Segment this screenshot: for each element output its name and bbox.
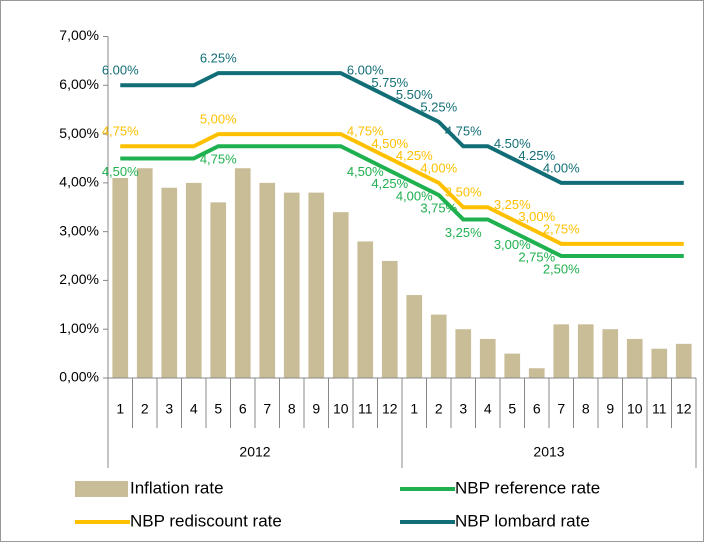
group-label: 2013 — [533, 444, 564, 460]
x-tick-label: 4 — [484, 401, 492, 417]
x-tick-label: 2 — [435, 401, 443, 417]
y-tick-label: 7,00% — [59, 27, 99, 43]
data-label: 3,50% — [445, 185, 482, 200]
x-tick-label: 5 — [214, 401, 222, 417]
bar — [112, 177, 129, 378]
data-label: 6.00% — [347, 63, 384, 78]
bar — [406, 295, 423, 378]
x-tick-label: 9 — [606, 401, 614, 417]
data-label: 3,00% — [518, 209, 555, 224]
data-label: 4,50% — [371, 136, 408, 151]
rate-line — [120, 144, 684, 259]
data-label: 4,50% — [102, 164, 139, 179]
data-label: 4,50% — [347, 164, 384, 179]
bar — [553, 324, 570, 378]
bar — [602, 329, 619, 378]
group-label: 2012 — [239, 444, 270, 460]
bar — [308, 192, 325, 378]
bar — [161, 187, 178, 378]
bar — [651, 348, 668, 378]
bar — [504, 353, 521, 378]
x-tick-label: 12 — [676, 401, 692, 417]
data-label: 4,25% — [371, 176, 408, 191]
y-tick-label: 6,00% — [59, 76, 99, 92]
data-label: 5.50% — [396, 87, 433, 102]
data-label: 4,00% — [396, 188, 433, 203]
x-tick-label: 2 — [141, 401, 149, 417]
data-label: 3,75% — [420, 200, 457, 215]
bar — [675, 343, 692, 378]
data-label: 4.75% — [445, 124, 482, 139]
data-label: 5.75% — [371, 75, 408, 90]
data-label: 2,50% — [543, 261, 580, 276]
x-tick-label: 8 — [582, 401, 590, 417]
bar — [479, 338, 496, 378]
bar — [234, 168, 251, 378]
y-tick-label: 2,00% — [59, 271, 99, 287]
x-tick-label: 12 — [382, 401, 398, 417]
legend-swatch — [75, 481, 128, 497]
bar — [577, 324, 594, 378]
x-tick-label: 10 — [333, 401, 349, 417]
x-tick-label: 7 — [263, 401, 271, 417]
y-tick-label: 1,00% — [59, 320, 99, 336]
x-tick-label: 3 — [459, 401, 467, 417]
rate-line — [120, 132, 684, 246]
data-label: 3,25% — [494, 197, 531, 212]
x-tick-label: 10 — [627, 401, 643, 417]
y-tick-label: 3,00% — [59, 222, 99, 238]
x-tick-label: 7 — [557, 401, 565, 417]
bar — [259, 182, 276, 378]
x-tick-label: 4 — [190, 401, 198, 417]
y-tick-label: 4,00% — [59, 174, 99, 190]
bar — [185, 182, 202, 378]
data-label: 4,75% — [347, 124, 384, 139]
bar — [136, 168, 153, 378]
data-label: 4,75% — [200, 152, 237, 167]
data-label: 6.25% — [200, 51, 237, 66]
data-label: 4.00% — [543, 160, 580, 175]
bar — [381, 260, 398, 378]
data-label: 3,25% — [445, 225, 482, 240]
x-tick-label: 5 — [508, 401, 516, 417]
x-tick-label: 3 — [165, 401, 173, 417]
data-label: 6.00% — [102, 63, 139, 78]
bar — [283, 192, 300, 378]
data-label: 2,75% — [518, 249, 555, 264]
rate-line — [120, 71, 684, 185]
data-label: 5.25% — [420, 99, 457, 114]
legend-label: Inflation rate — [130, 478, 224, 497]
bar — [357, 241, 374, 378]
bar — [455, 329, 472, 378]
legend-label: NBP rediscount rate — [130, 511, 282, 530]
data-label: 4.50% — [494, 136, 531, 151]
bar — [332, 212, 349, 378]
data-label: 4,00% — [420, 160, 457, 175]
data-label: 4,75% — [102, 124, 139, 139]
data-label: 4.25% — [518, 148, 555, 163]
x-tick-label: 9 — [312, 401, 320, 417]
bar — [430, 314, 447, 378]
bar — [210, 202, 227, 378]
x-tick-label: 8 — [288, 401, 296, 417]
data-label: 3,00% — [494, 237, 531, 252]
legend-label: NBP lombard rate — [455, 511, 590, 530]
y-tick-label: 0,00% — [59, 369, 99, 385]
y-tick-label: 5,00% — [59, 125, 99, 141]
bar — [626, 338, 643, 378]
data-label: 4,25% — [396, 148, 433, 163]
legend-label: NBP reference rate — [455, 478, 600, 497]
data-label: 2,75% — [543, 221, 580, 236]
x-tick-label: 6 — [533, 401, 541, 417]
x-tick-label: 1 — [410, 401, 418, 417]
data-label: 5,00% — [200, 112, 237, 127]
x-tick-label: 11 — [358, 401, 373, 417]
x-tick-label: 1 — [116, 401, 124, 417]
bar — [528, 368, 545, 378]
x-tick-label: 6 — [239, 401, 247, 417]
x-tick-label: 11 — [652, 401, 667, 417]
